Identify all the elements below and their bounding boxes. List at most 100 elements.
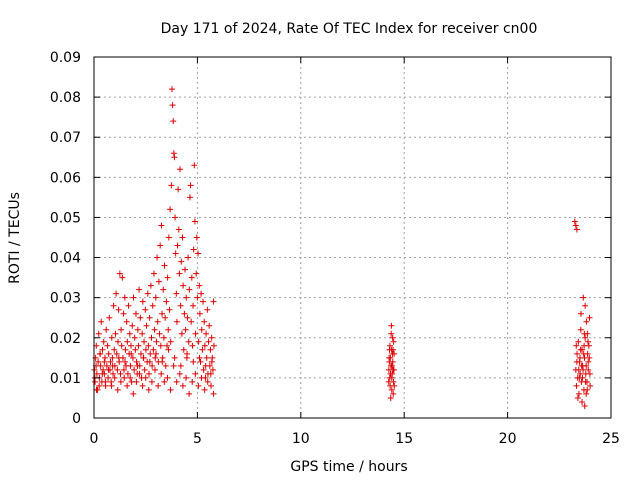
data-point — [158, 370, 165, 377]
data-point — [196, 310, 203, 317]
data-point — [578, 362, 585, 369]
data-point — [135, 342, 142, 349]
y-axis-label: ROTI / TECUs — [7, 192, 23, 284]
data-point — [152, 354, 159, 361]
chart-title: Day 171 of 2024, Rate Of TEC Index for r… — [161, 21, 538, 37]
data-point — [132, 310, 139, 317]
data-point — [137, 350, 144, 357]
x-tick-label: 15 — [395, 431, 413, 447]
data-point — [148, 378, 155, 385]
data-point — [115, 306, 122, 313]
data-point — [101, 354, 108, 361]
data-point — [173, 378, 180, 385]
data-point — [99, 370, 106, 377]
data-point — [207, 370, 214, 377]
data-point — [165, 234, 172, 241]
data-point — [194, 294, 201, 301]
data-point — [164, 342, 170, 349]
data-point — [388, 330, 395, 337]
data-point — [386, 354, 393, 361]
data-point — [175, 226, 182, 233]
data-point — [152, 294, 159, 301]
data-point — [114, 338, 121, 345]
data-point — [584, 386, 591, 393]
data-point — [145, 342, 152, 349]
data-point — [390, 366, 397, 373]
data-point — [121, 294, 128, 301]
data-point — [585, 338, 592, 345]
data-point — [129, 322, 136, 329]
data-point — [582, 302, 589, 309]
data-point — [198, 290, 205, 297]
data-point — [202, 362, 209, 369]
data-point — [190, 246, 197, 253]
data-point — [168, 182, 175, 189]
data-point — [170, 118, 177, 125]
data-point — [145, 386, 152, 393]
data-point — [103, 362, 110, 369]
data-point — [580, 350, 587, 357]
data-point — [188, 274, 195, 281]
data-point — [154, 254, 161, 261]
data-point — [167, 338, 174, 345]
data-point — [585, 366, 592, 373]
data-point — [585, 358, 592, 365]
data-point — [387, 394, 394, 401]
data-point — [195, 338, 202, 345]
data-point — [95, 358, 102, 365]
data-point — [172, 250, 179, 257]
data-point — [193, 270, 200, 277]
data-point — [576, 374, 583, 381]
data-point — [573, 382, 580, 389]
data-point — [572, 222, 579, 229]
data-point — [578, 310, 585, 317]
data-point — [133, 358, 140, 365]
data-point — [575, 390, 582, 397]
data-points — [91, 86, 594, 409]
data-point — [177, 362, 184, 369]
data-point — [133, 378, 140, 385]
data-point — [166, 306, 173, 313]
data-point — [387, 382, 394, 389]
data-point — [130, 294, 137, 301]
data-point — [120, 310, 127, 317]
y-tick-label: 0.08 — [50, 90, 81, 106]
data-point — [586, 354, 593, 361]
data-point — [193, 234, 200, 241]
data-point — [132, 346, 139, 353]
data-point — [573, 358, 580, 365]
data-point — [127, 374, 134, 381]
data-point — [113, 350, 120, 357]
data-point — [390, 338, 397, 345]
data-point — [119, 274, 126, 281]
data-point — [198, 374, 205, 381]
data-point — [178, 258, 185, 265]
data-point — [196, 354, 203, 361]
data-point — [153, 350, 160, 357]
x-tick-label: 25 — [602, 431, 620, 447]
data-point — [577, 370, 584, 377]
data-point — [180, 282, 187, 289]
data-point — [586, 314, 593, 321]
data-point — [180, 346, 187, 353]
y-tick-label: 0.01 — [50, 371, 81, 387]
data-point — [209, 366, 216, 373]
data-point — [114, 366, 121, 373]
data-point — [100, 338, 107, 345]
data-point — [170, 362, 177, 369]
data-point — [192, 330, 199, 337]
data-point — [148, 334, 155, 341]
data-point — [173, 290, 180, 297]
data-point — [205, 338, 212, 345]
data-point — [149, 362, 156, 369]
y-tick-label: 0.05 — [50, 210, 81, 226]
data-point — [106, 314, 113, 321]
data-point — [191, 218, 198, 225]
data-point — [185, 254, 192, 261]
data-point — [203, 330, 210, 337]
data-point — [142, 346, 149, 353]
data-point — [122, 346, 129, 353]
data-point — [136, 370, 143, 377]
data-point — [173, 318, 180, 325]
data-point — [168, 86, 175, 93]
